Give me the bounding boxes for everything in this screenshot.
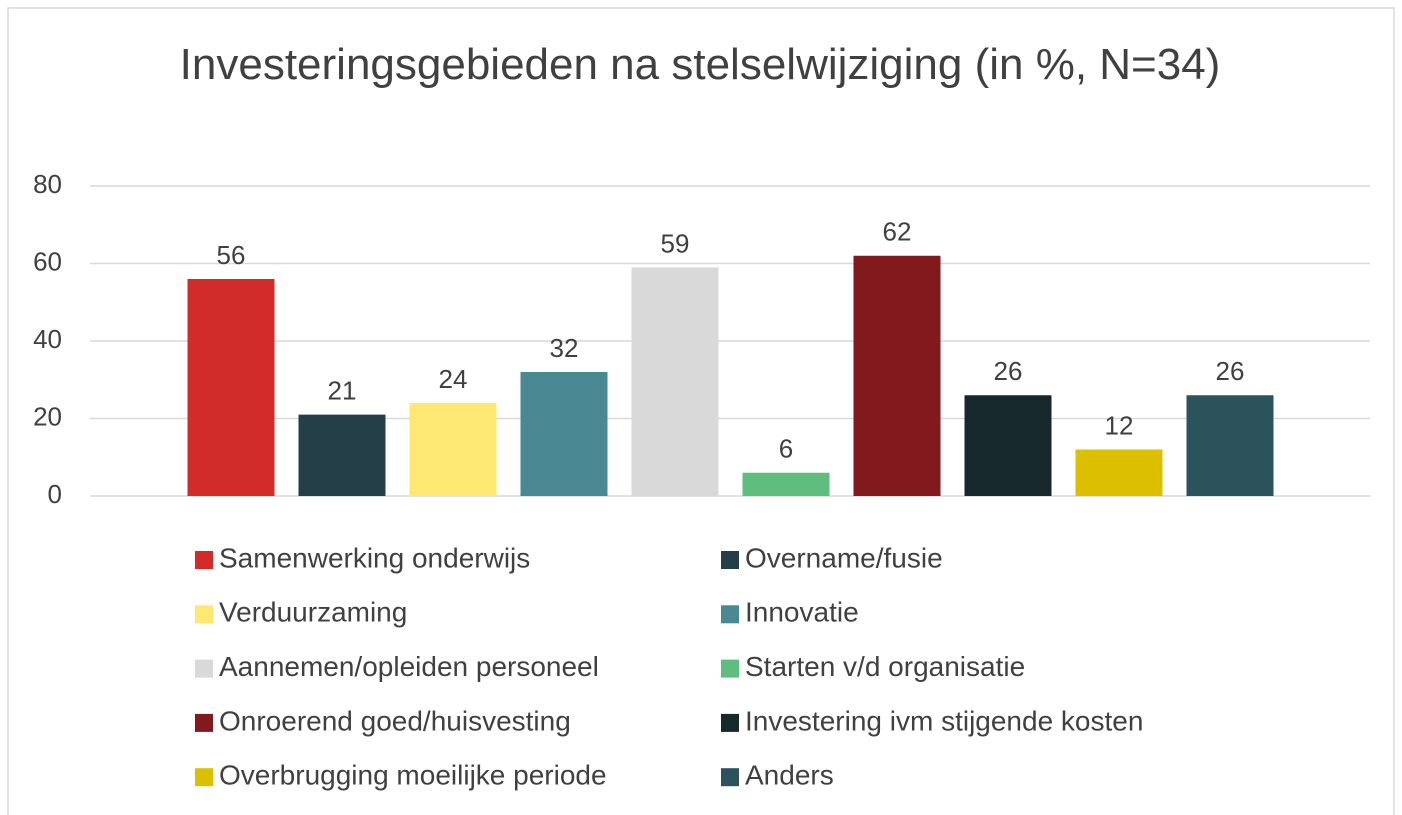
bar [1075,449,1163,496]
legend-label: Onroerend goed/huisvesting [219,705,571,736]
legend-swatch [195,605,213,624]
legend-swatch [721,713,739,732]
y-tick-label: 40 [33,324,62,354]
legend-swatch [721,551,739,569]
value-label: 21 [328,376,357,406]
bar [409,403,497,496]
value-label: 59 [661,228,690,258]
legend-label: Samenwerking onderwijs [219,542,530,573]
value-label: 6 [779,434,793,464]
legend-swatch [195,551,213,569]
bar [1186,395,1274,496]
value-label: 62 [883,217,912,247]
legend-label: Aannemen/opleiden personeel [219,651,599,682]
legend-swatch [721,659,739,678]
bar [298,414,386,496]
bar [964,395,1052,496]
legend-label: Overname/fusie [745,542,943,573]
value-label: 12 [1105,410,1134,440]
legend-swatch [195,659,213,678]
bar [853,255,941,496]
bar [631,267,719,496]
bar [520,372,608,496]
legend-label: Anders [745,760,834,791]
y-tick-label: 20 [33,401,62,431]
bar [187,279,275,496]
value-label: 26 [994,356,1023,386]
bar [742,472,830,496]
legend-label: Investering ivm stijgende kosten [745,705,1143,736]
legend-label: Innovatie [745,597,859,628]
chart-border [7,7,1395,815]
legend-label: Verduurzaming [219,597,407,628]
value-label: 26 [1216,356,1245,386]
legend-swatch [195,713,213,732]
legend-label: Overbrugging moeilijke periode [219,760,607,791]
legend-swatch [721,768,739,787]
legend-swatch [195,768,213,787]
y-tick-label: 80 [33,169,62,199]
value-label: 56 [217,240,246,270]
chart-title: Investeringsgebieden na stelselwijziging… [179,40,1221,89]
value-label: 24 [439,364,468,394]
legend-swatch [721,605,739,624]
y-tick-label: 60 [33,246,62,276]
y-tick-label: 0 [48,479,62,509]
legend-label: Starten v/d organisatie [745,651,1025,682]
value-label: 32 [550,333,579,363]
